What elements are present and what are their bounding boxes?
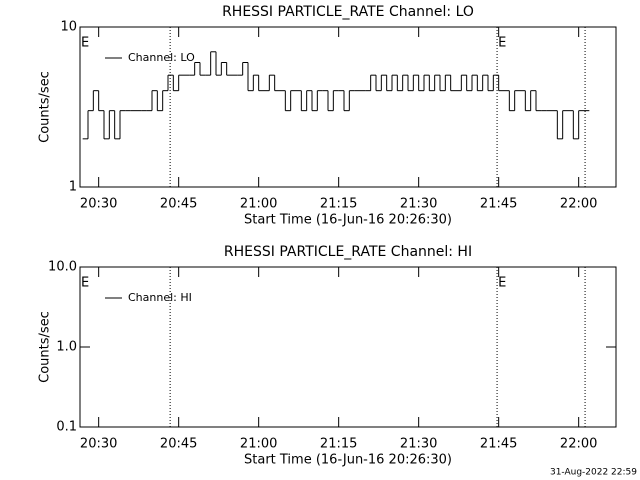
y-tick-label: 1 (69, 180, 77, 195)
x-axis-label: Start Time (16-Jun-16 20:26:30) (244, 213, 452, 228)
x-tick-label: 21:30 (400, 197, 437, 212)
chart-title: RHESSI PARTICLE_RATE Channel: LO (222, 4, 474, 20)
x-axis-label: Start Time (16-Jun-16 20:26:30) (244, 453, 452, 468)
chart-title: RHESSI PARTICLE_RATE Channel: HI (224, 244, 472, 260)
x-tick-label: 21:45 (480, 437, 517, 452)
y-tick-label: 1.0 (56, 340, 77, 355)
x-tick-label: 21:15 (320, 437, 357, 452)
plot-frame (79, 26, 617, 188)
x-tick-label: 22:00 (560, 437, 597, 452)
footer-timestamp: 31-Aug-2022 22:59 (550, 468, 637, 478)
legend-label: Channel: LO (128, 51, 195, 64)
event-marker: E (498, 276, 506, 291)
x-tick-label: 22:00 (560, 197, 597, 212)
x-tick-label: 20:45 (160, 197, 197, 212)
y-tick-label: 10.0 (48, 260, 77, 275)
y-tick-label: 10 (60, 20, 77, 35)
legend-label: Channel: HI (128, 291, 192, 304)
x-tick-label: 21:15 (320, 197, 357, 212)
x-tick-label: 21:00 (240, 197, 277, 212)
y-axis-label: Counts/sec (38, 311, 53, 383)
event-marker: E (81, 276, 89, 291)
y-tick-label: 0.1 (56, 420, 77, 435)
x-tick-label: 20:45 (160, 437, 197, 452)
x-tick-label: 20:30 (80, 197, 117, 212)
event-marker: E (81, 36, 89, 51)
y-axis-label: Counts/sec (38, 71, 53, 143)
x-tick-label: 21:30 (400, 437, 437, 452)
x-tick-label: 21:45 (480, 197, 517, 212)
x-tick-label: 21:00 (240, 437, 277, 452)
event-marker: E (498, 36, 506, 51)
x-tick-label: 20:30 (80, 437, 117, 452)
